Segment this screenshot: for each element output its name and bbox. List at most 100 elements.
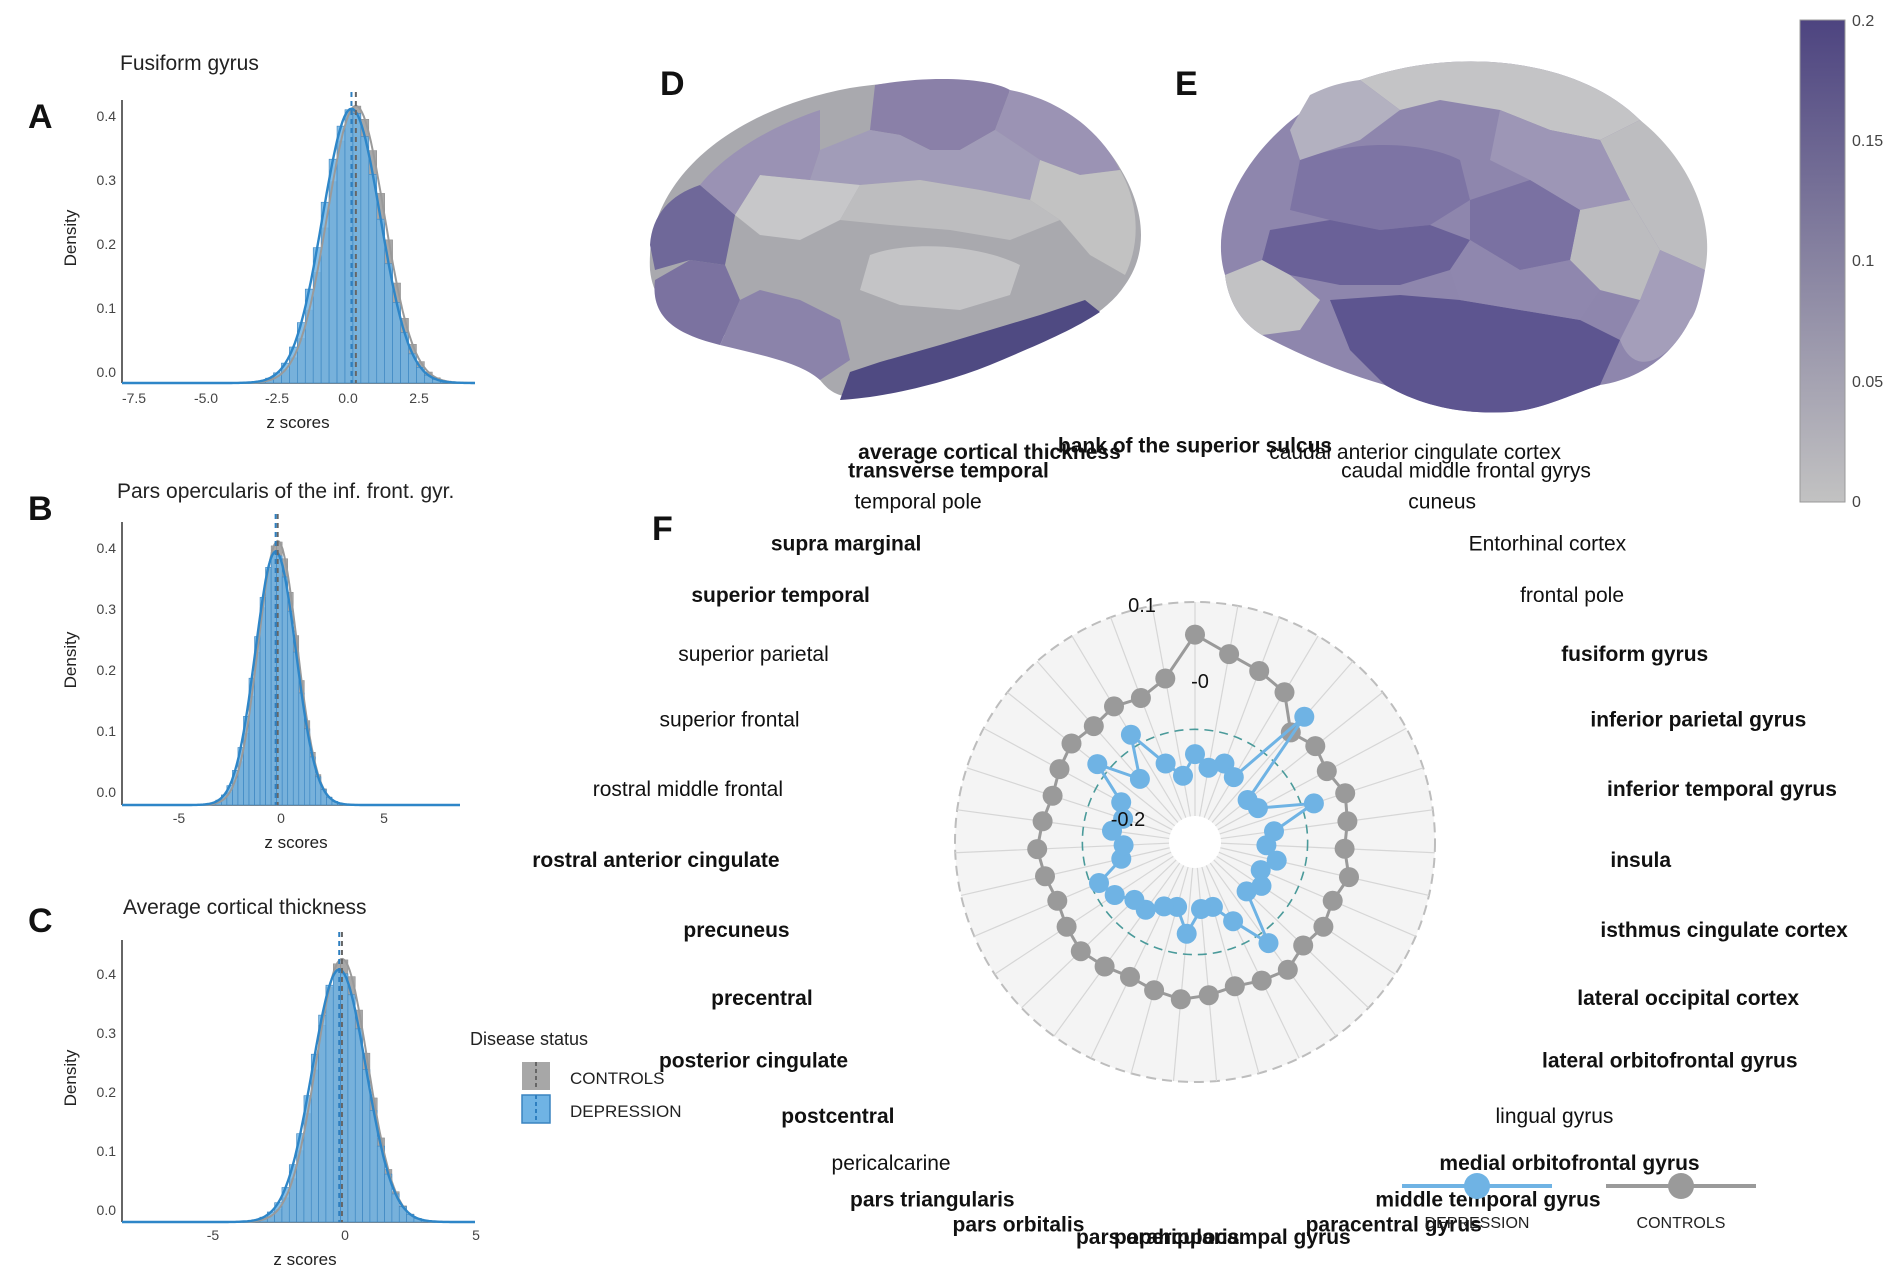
colorbar: 0.2 0.15 0.1 0.05 0 xyxy=(1799,13,1883,511)
brain-region xyxy=(735,175,860,240)
tick-label: 0.3 xyxy=(97,172,117,188)
colorbar-tick: 0 xyxy=(1852,494,1861,511)
radar-spoke xyxy=(1204,861,1300,1059)
histogram-panel-b: B Pars opercularis of the inf. front. gy… xyxy=(28,480,460,852)
radar-point-controls xyxy=(1144,980,1165,1001)
radar-category-label: inferior temporal gyrus xyxy=(1607,778,1837,801)
radar-category-label: caudal middle frontal gyrys xyxy=(1341,460,1591,483)
histogram-bar-depression xyxy=(310,1053,319,1223)
brain-region xyxy=(700,110,820,215)
radar-point-depression xyxy=(1104,885,1125,905)
radar-category-label: precuneus xyxy=(683,919,789,942)
radar-point-controls xyxy=(1061,733,1082,754)
radar-point-controls xyxy=(1042,785,1063,806)
radar-category-label: bank of the superior sulcus xyxy=(1058,434,1332,457)
radar-point-controls xyxy=(1120,966,1140,987)
radar-point-controls xyxy=(1056,916,1077,937)
tick-label: 0.0 xyxy=(97,364,117,380)
colorbar-gradient xyxy=(1799,19,1846,503)
radar-spoke xyxy=(1110,617,1188,822)
radar-category-label: frontal pole xyxy=(1520,584,1624,607)
radar-point-controls xyxy=(1130,688,1151,708)
tick-label: 5 xyxy=(472,1227,480,1243)
tick-label: 2.5 xyxy=(409,390,429,406)
panel-a-ylabel: Density xyxy=(61,209,80,266)
tick-label: 0.0 xyxy=(97,784,117,800)
brain-region xyxy=(1225,260,1320,335)
radar-category-label: lateral occipital cortex xyxy=(1577,987,1799,1010)
radar-point-controls xyxy=(1249,661,1270,681)
radar-point-depression xyxy=(1173,765,1193,786)
radar-category-label: cuneus xyxy=(1408,491,1476,514)
radar-category-label: rostral middle frontal xyxy=(593,778,783,801)
radar-category-label: paracentral gyrus xyxy=(1306,1213,1482,1236)
tick-label: -5 xyxy=(207,1227,220,1243)
radar-spoke xyxy=(1216,809,1433,840)
radar-point-controls xyxy=(1035,866,1055,887)
radar-category-label: pericalcarine xyxy=(832,1152,951,1175)
radar-point-depression xyxy=(1247,798,1268,819)
radar-point-controls xyxy=(1322,890,1343,911)
brain-region xyxy=(1620,250,1705,362)
radar-point-controls xyxy=(1335,783,1356,804)
density-curve-depression xyxy=(122,550,460,807)
panel-a-yticks: 0.0 0.1 0.2 0.3 0.4 xyxy=(97,108,117,380)
panel-c-title: Average cortical thickness xyxy=(123,896,367,919)
radar-spoke xyxy=(960,846,1174,896)
radar-point-controls xyxy=(1224,976,1245,997)
radar-category-label: pars orbitalis xyxy=(953,1213,1085,1236)
radar-point-depression xyxy=(1236,881,1257,902)
panel-b-ylabel: Density xyxy=(61,631,80,688)
radar-reference-ring xyxy=(1081,728,1309,956)
radar-point-depression xyxy=(1303,793,1324,814)
radar-category-label: fusiform gyrus xyxy=(1561,643,1708,666)
radar-point-controls xyxy=(1070,941,1091,962)
panel-a-xticks: -7.5 -5.0 -2.5 0.0 2.5 xyxy=(122,390,429,406)
histogram-panel-c: C Average cortical thickness z scores De… xyxy=(28,896,480,1269)
radar-point-depression xyxy=(1223,911,1244,932)
radar-point-depression xyxy=(1250,860,1271,881)
brain-region xyxy=(840,300,1100,400)
radar-legend-marker-controls xyxy=(1668,1173,1694,1199)
density-curve-depression xyxy=(122,968,475,1224)
radar-spoke xyxy=(994,853,1177,975)
radar-point-depression xyxy=(1256,835,1277,856)
radar-category-label: insula xyxy=(1610,849,1671,872)
radar-point-depression xyxy=(1258,933,1279,954)
brain-region xyxy=(1290,80,1400,160)
radar-spoke xyxy=(974,850,1176,937)
histogram-bar-depression xyxy=(336,125,346,384)
brain-region xyxy=(810,130,1040,200)
legend-title: Disease status xyxy=(470,1029,588,1049)
radar-category-label: lateral orbitofrontal gyrus xyxy=(1542,1050,1798,1073)
radar-spoke xyxy=(957,809,1174,840)
disease-status-legend: Disease status CONTROLS DEPRESSION xyxy=(470,1029,681,1124)
tick-label: 0.3 xyxy=(97,1025,117,1041)
panel-c-ylabel: Density xyxy=(61,1049,80,1106)
radar-point-controls xyxy=(1219,644,1240,665)
tick-label: 0.2 xyxy=(97,236,117,252)
radar-spoke xyxy=(1214,850,1416,937)
panel-a-title: Fusiform gyrus xyxy=(120,52,259,75)
tick-label: 0.1 xyxy=(97,1143,117,1159)
radar-point-depression xyxy=(1176,923,1197,944)
tick-label: 0 xyxy=(341,1227,349,1243)
panel-letter-f: F xyxy=(652,510,673,548)
brain-region xyxy=(860,246,1020,310)
radar-point-depression xyxy=(1124,889,1145,910)
radar-spoke xyxy=(955,842,1174,854)
histogram-bar-depression xyxy=(352,113,362,384)
radar-category-label: posterior cingulate xyxy=(659,1050,848,1073)
histogram-panel-a: A Fusiform gyrus z scores Density 0.0 0.… xyxy=(28,52,476,432)
radar-spoke xyxy=(1021,856,1180,1009)
radar-category-label: superior parietal xyxy=(678,643,829,666)
radar-center xyxy=(1169,816,1221,868)
radar-spoke xyxy=(1214,727,1407,833)
radar-spoke xyxy=(1198,605,1239,821)
radar-category-label: medial orbitofrontal gyrus xyxy=(1439,1152,1699,1175)
radar-point-controls xyxy=(1274,682,1295,703)
radar-point-controls xyxy=(1251,970,1272,991)
tick-label: 0.2 xyxy=(97,662,117,678)
